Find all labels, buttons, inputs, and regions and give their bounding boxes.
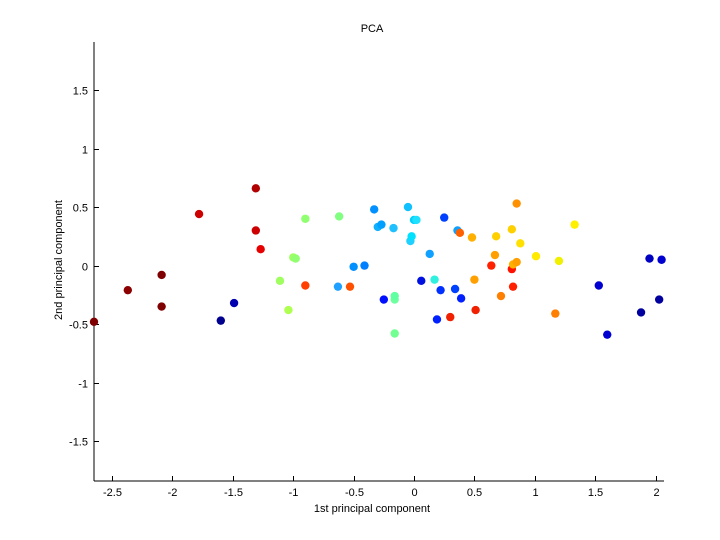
x-tick-label: -0.5 [345,487,364,499]
data-point [471,305,480,315]
data-point [251,226,261,235]
data-point [157,302,166,311]
data-point [369,205,379,214]
data-point [229,298,239,308]
x-tick-label: 1.5 [588,487,603,499]
data-point [436,285,445,295]
data-point [456,294,466,303]
data-point [508,282,518,291]
data-point [123,285,133,295]
data-point [194,209,204,219]
chart-title: PCA [361,23,384,35]
data-point [603,330,612,339]
data-point [430,275,439,284]
data-point [440,213,449,222]
x-tick-label: 0.5 [467,487,482,499]
x-tick-label: 2 [653,487,659,499]
data-point [432,315,442,324]
data-point [301,214,310,223]
y-tick-label: -1 [78,379,88,391]
data-point [89,317,99,326]
data-point [251,184,261,193]
y-tick-label: 0.5 [73,203,88,215]
data-point [291,254,300,263]
data-point [470,275,479,284]
data-point [403,202,413,212]
data-point [570,220,579,229]
y-tick-label: 0 [82,262,88,274]
x-tick-label: -1 [289,487,299,499]
data-point [412,215,421,225]
plot-area: -2.5 -2 -1.5 -1 -0.5 0 0.5 1 1.5 2 -1.5 -1 -0.5 0 0.5 1… [69,42,666,499]
data-point [551,309,560,318]
data-point [157,270,166,280]
y-tick-label: 1 [82,145,88,157]
y-axis-title: 2nd principal component [53,200,65,320]
data-point [301,281,310,290]
data-point [512,257,521,267]
data-point [455,228,465,238]
data-point [487,261,496,270]
data-point [333,282,343,291]
data-point [496,291,506,301]
data-point [407,232,416,241]
data-point [390,329,399,338]
data-point [531,252,541,261]
data-point [516,239,525,248]
x-tick-label: 0 [411,487,417,499]
data-point [554,256,564,266]
x-tick-label: -2.5 [103,487,122,499]
data-point [594,281,603,290]
data-point [349,262,358,271]
data-point [377,220,386,229]
data-point [507,225,517,234]
data-point [446,312,455,322]
y-tick-label: 1.5 [73,86,88,98]
data-point [284,305,293,315]
data-point [450,284,460,294]
data-point [379,295,389,304]
x-tick-label: -2 [168,487,178,499]
x-axis-title: 1st principal component [314,503,430,515]
data-point [275,276,285,286]
data-point [491,232,501,241]
data-point [360,261,369,270]
data-point [490,250,500,260]
data-point [645,254,654,263]
x-tick-label: 1 [532,487,538,499]
data-point [636,308,646,317]
data-point [654,295,664,304]
data-point [389,223,398,233]
y-tick-label: -0.5 [69,320,88,332]
data-point [657,255,666,264]
data-point [334,212,344,221]
data-point [256,245,265,254]
data-point [390,291,399,301]
data-point [417,276,426,286]
data-point [345,282,355,291]
x-tick-label: -1.5 [224,487,243,499]
data-point [425,249,434,259]
data-point [216,316,226,325]
y-tick-label: -1.5 [69,437,88,449]
data-point [467,233,477,242]
data-point [512,199,521,208]
